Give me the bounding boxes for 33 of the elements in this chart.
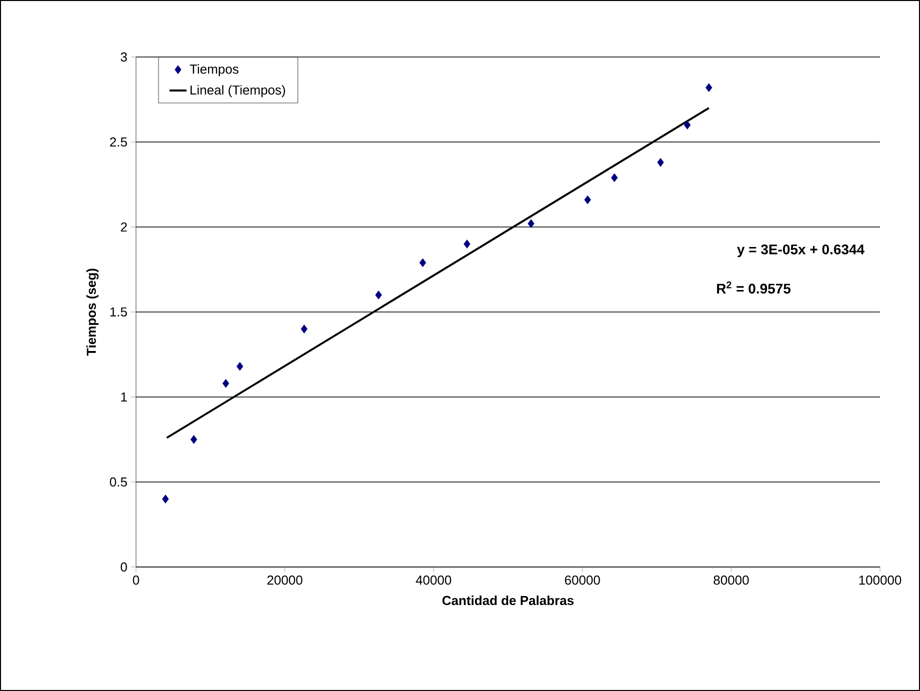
point — [236, 362, 244, 371]
point — [464, 240, 470, 248]
x-axis-title: Cantidad de Palabras — [442, 596, 574, 606]
point — [419, 258, 426, 268]
x-tick-label: 60000 — [564, 576, 600, 585]
point — [375, 290, 382, 300]
point — [190, 435, 198, 444]
point — [584, 195, 591, 204]
legend-label: Lineal (Tiempos) — [190, 85, 286, 98]
point — [706, 83, 712, 92]
annotation: R$^{2}$ = 0.9575 — [717, 281, 791, 294]
point — [162, 494, 169, 504]
y-tick-label: 2.5 — [110, 137, 127, 147]
y-tick-label: 1 — [121, 392, 127, 402]
y-axis-title: Tiempos (seg) — [86, 268, 99, 356]
x-tick-label: 100000 — [859, 576, 902, 585]
point — [222, 378, 230, 388]
point — [684, 120, 691, 130]
x-tick-label: 40000 — [416, 576, 452, 585]
y-tick-label: 3 — [120, 52, 127, 62]
point — [657, 158, 664, 167]
x-tick-label: 20000 — [267, 576, 302, 585]
annotation: y = 3E-05x + 0.6344 — [737, 244, 864, 258]
legend-label: Tiempos — [190, 64, 238, 76]
y-tick-label: 0 — [120, 562, 127, 572]
x-tick-label: 80000 — [714, 576, 749, 585]
y-tick-label: 2 — [120, 222, 127, 232]
point — [300, 324, 308, 334]
y-tick-label: 0.5 — [110, 477, 127, 487]
point — [611, 173, 618, 182]
y-tick-label: 1.5 — [110, 307, 127, 317]
x-tick-label: 0 — [132, 576, 140, 585]
point — [528, 219, 534, 228]
